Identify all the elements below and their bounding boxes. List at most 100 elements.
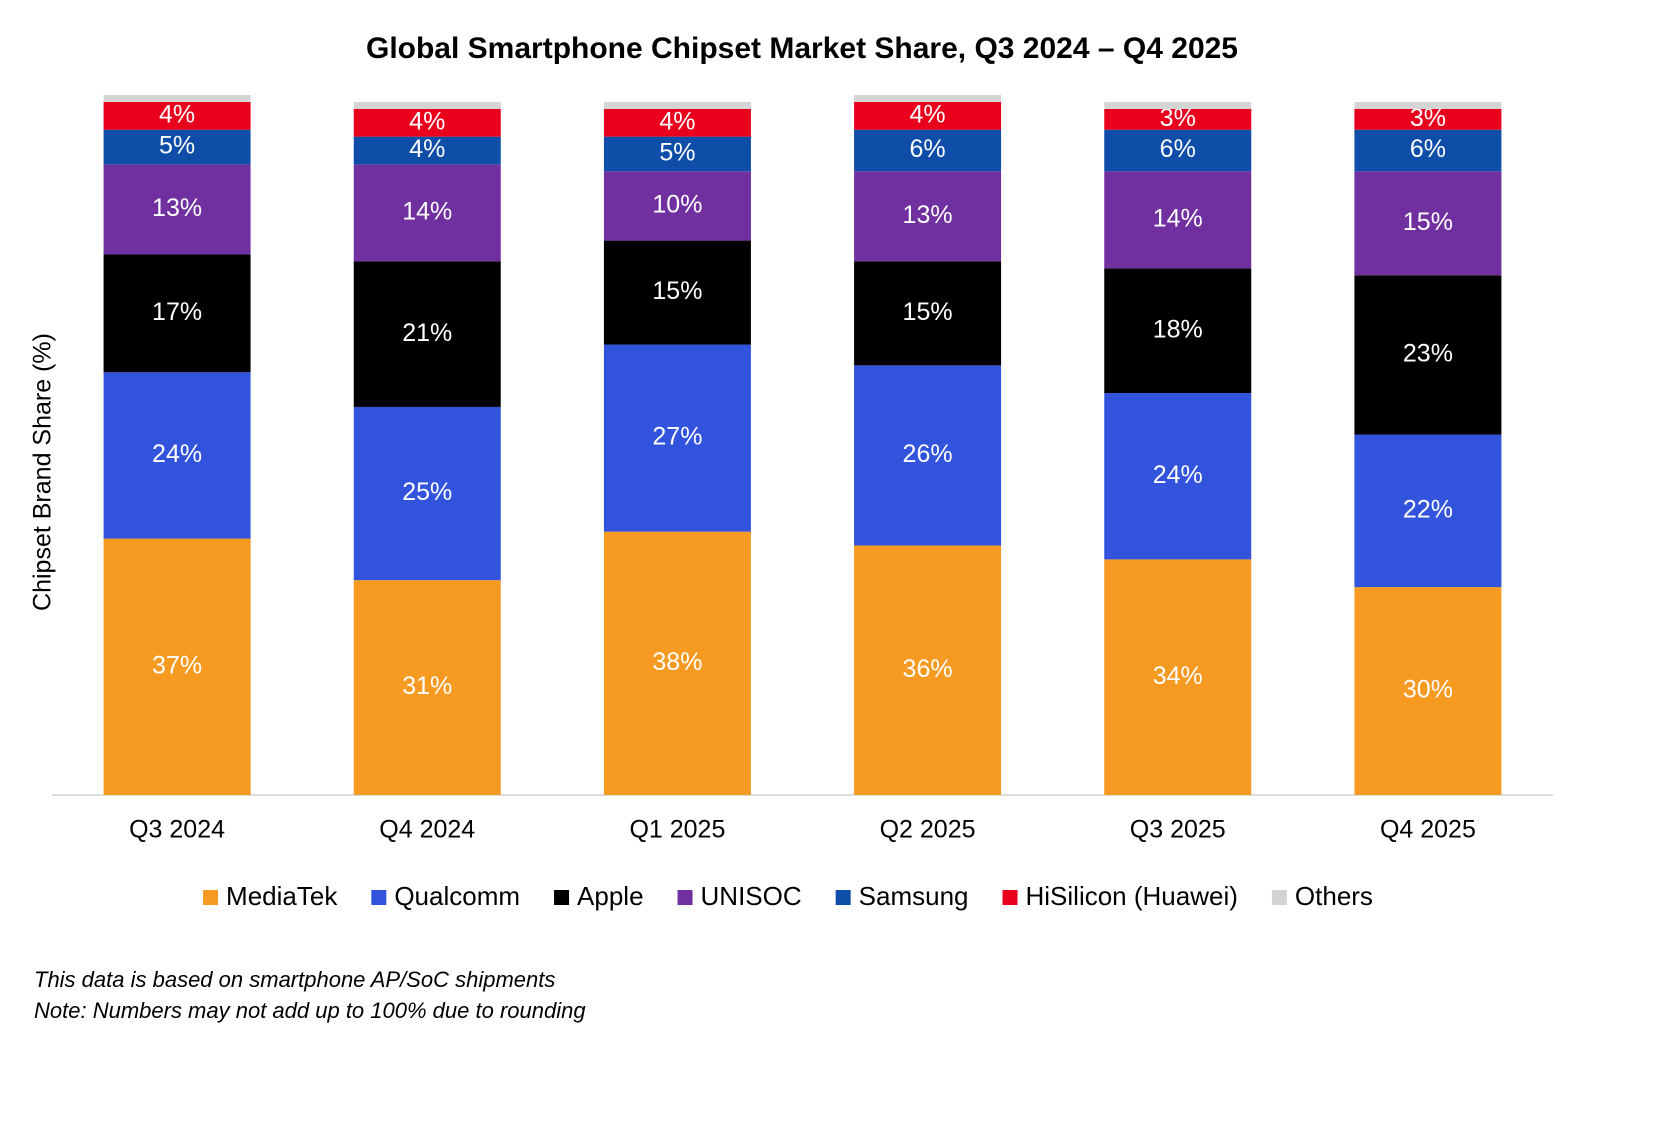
bar-segment: [1104, 171, 1252, 269]
bar-segment: [1354, 171, 1502, 276]
bar-segment: [1354, 275, 1502, 435]
bar-segment: [353, 136, 501, 165]
value-label: 6%: [910, 135, 946, 163]
value-label: 4%: [409, 107, 445, 135]
value-label: 37%: [152, 651, 202, 679]
x-tick-label: Q1 2025: [629, 816, 725, 844]
legend-swatch: [1271, 890, 1287, 905]
legend-swatch: [203, 890, 219, 905]
legend-label: UNISOC: [701, 881, 802, 911]
x-tick-label: Q4 2025: [1380, 816, 1476, 844]
bar-segment: [353, 580, 501, 795]
bar-segment: [603, 240, 751, 345]
value-label: 5%: [659, 139, 695, 167]
bar-segment: [353, 108, 501, 137]
bar-segment: [603, 171, 751, 241]
value-label: 4%: [409, 135, 445, 163]
bar-segment: [603, 108, 751, 137]
bar-segment: [103, 372, 251, 539]
value-label: 24%: [1153, 461, 1203, 489]
bar-segment: [353, 102, 501, 109]
bar-segment: [1104, 102, 1252, 109]
value-label: 18%: [1153, 315, 1203, 343]
bar-segment: [603, 136, 751, 172]
value-label: 36%: [903, 655, 953, 683]
bar-segment: [854, 102, 1002, 130]
bar-segment: [103, 102, 251, 130]
value-label: 22%: [1403, 495, 1453, 523]
value-label: 13%: [903, 201, 953, 229]
bar-segment: [1104, 108, 1252, 130]
value-label: 17%: [152, 298, 202, 326]
value-label: 14%: [1153, 204, 1203, 232]
value-label: 27%: [652, 423, 702, 451]
bar-segment: [1354, 102, 1502, 109]
legend-label: HiSilicon (Huawei): [1026, 881, 1238, 911]
chart-title: Global Smartphone Chipset Market Share, …: [366, 32, 1238, 65]
legend-label: Apple: [577, 881, 644, 911]
bar-segment: [854, 365, 1002, 546]
value-label: 34%: [1153, 662, 1203, 690]
value-label: 24%: [152, 440, 202, 468]
legend-swatch: [1002, 890, 1018, 905]
value-label: 6%: [1160, 135, 1196, 163]
bar-segment: [603, 531, 751, 795]
bar-segment: [1354, 434, 1502, 588]
value-label: 10%: [652, 191, 702, 219]
value-label: 31%: [402, 672, 452, 700]
value-label: 14%: [402, 197, 452, 225]
y-axis-label: Chipset Brand Share (%): [29, 333, 57, 611]
value-label: 15%: [652, 277, 702, 305]
value-label: 15%: [903, 298, 953, 326]
legend-swatch: [371, 890, 387, 905]
value-label: 23%: [1403, 340, 1453, 368]
bar-segment: [1104, 559, 1252, 795]
bar-segment: [854, 545, 1002, 795]
value-label: 4%: [659, 107, 695, 135]
value-label: 30%: [1403, 676, 1453, 704]
value-label: 4%: [159, 100, 195, 128]
value-label: 38%: [652, 648, 702, 676]
footnote: Note: Numbers may not add up to 100% due…: [34, 998, 586, 1023]
value-label: 13%: [152, 194, 202, 222]
bar-segment: [353, 164, 501, 262]
value-label: 6%: [1410, 135, 1446, 163]
bar-segment: [854, 95, 1002, 102]
bar-segment: [854, 129, 1002, 172]
bar-segment: [1354, 108, 1502, 130]
bar-segment: [854, 171, 1002, 262]
value-label: 21%: [402, 319, 452, 347]
legend-swatch: [677, 890, 693, 905]
bar-segment: [603, 102, 751, 109]
value-label: 15%: [1403, 208, 1453, 236]
legend-swatch: [835, 890, 851, 905]
bar-segment: [353, 406, 501, 581]
bar-segment: [103, 254, 251, 373]
bar-segment: [103, 129, 251, 165]
legend-swatch: [554, 890, 570, 905]
bar-segment: [103, 164, 251, 255]
value-label: 26%: [903, 440, 953, 468]
x-tick-label: Q2 2025: [880, 816, 976, 844]
bar-segment: [1354, 129, 1502, 172]
value-label: 5%: [159, 132, 195, 160]
bar-segment: [854, 261, 1002, 366]
bar-segment: [103, 95, 251, 102]
bar-segment: [603, 344, 751, 532]
x-tick-label: Q3 2025: [1130, 816, 1226, 844]
footnote: This data is based on smartphone AP/SoC …: [34, 967, 555, 992]
legend-label: Samsung: [859, 881, 969, 911]
bar-segment: [1104, 268, 1252, 394]
legend-label: Qualcomm: [394, 881, 520, 911]
x-tick-label: Q4 2024: [379, 816, 475, 844]
x-tick-label: Q3 2024: [129, 816, 225, 844]
value-label: 25%: [402, 478, 452, 506]
bar-segment: [1104, 393, 1252, 560]
value-label: 4%: [910, 100, 946, 128]
legend-label: Others: [1295, 881, 1373, 911]
bar-segment: [353, 261, 501, 407]
legend-label: MediaTek: [226, 881, 338, 911]
bar-segment: [1104, 129, 1252, 172]
bar-segment: [103, 538, 251, 795]
